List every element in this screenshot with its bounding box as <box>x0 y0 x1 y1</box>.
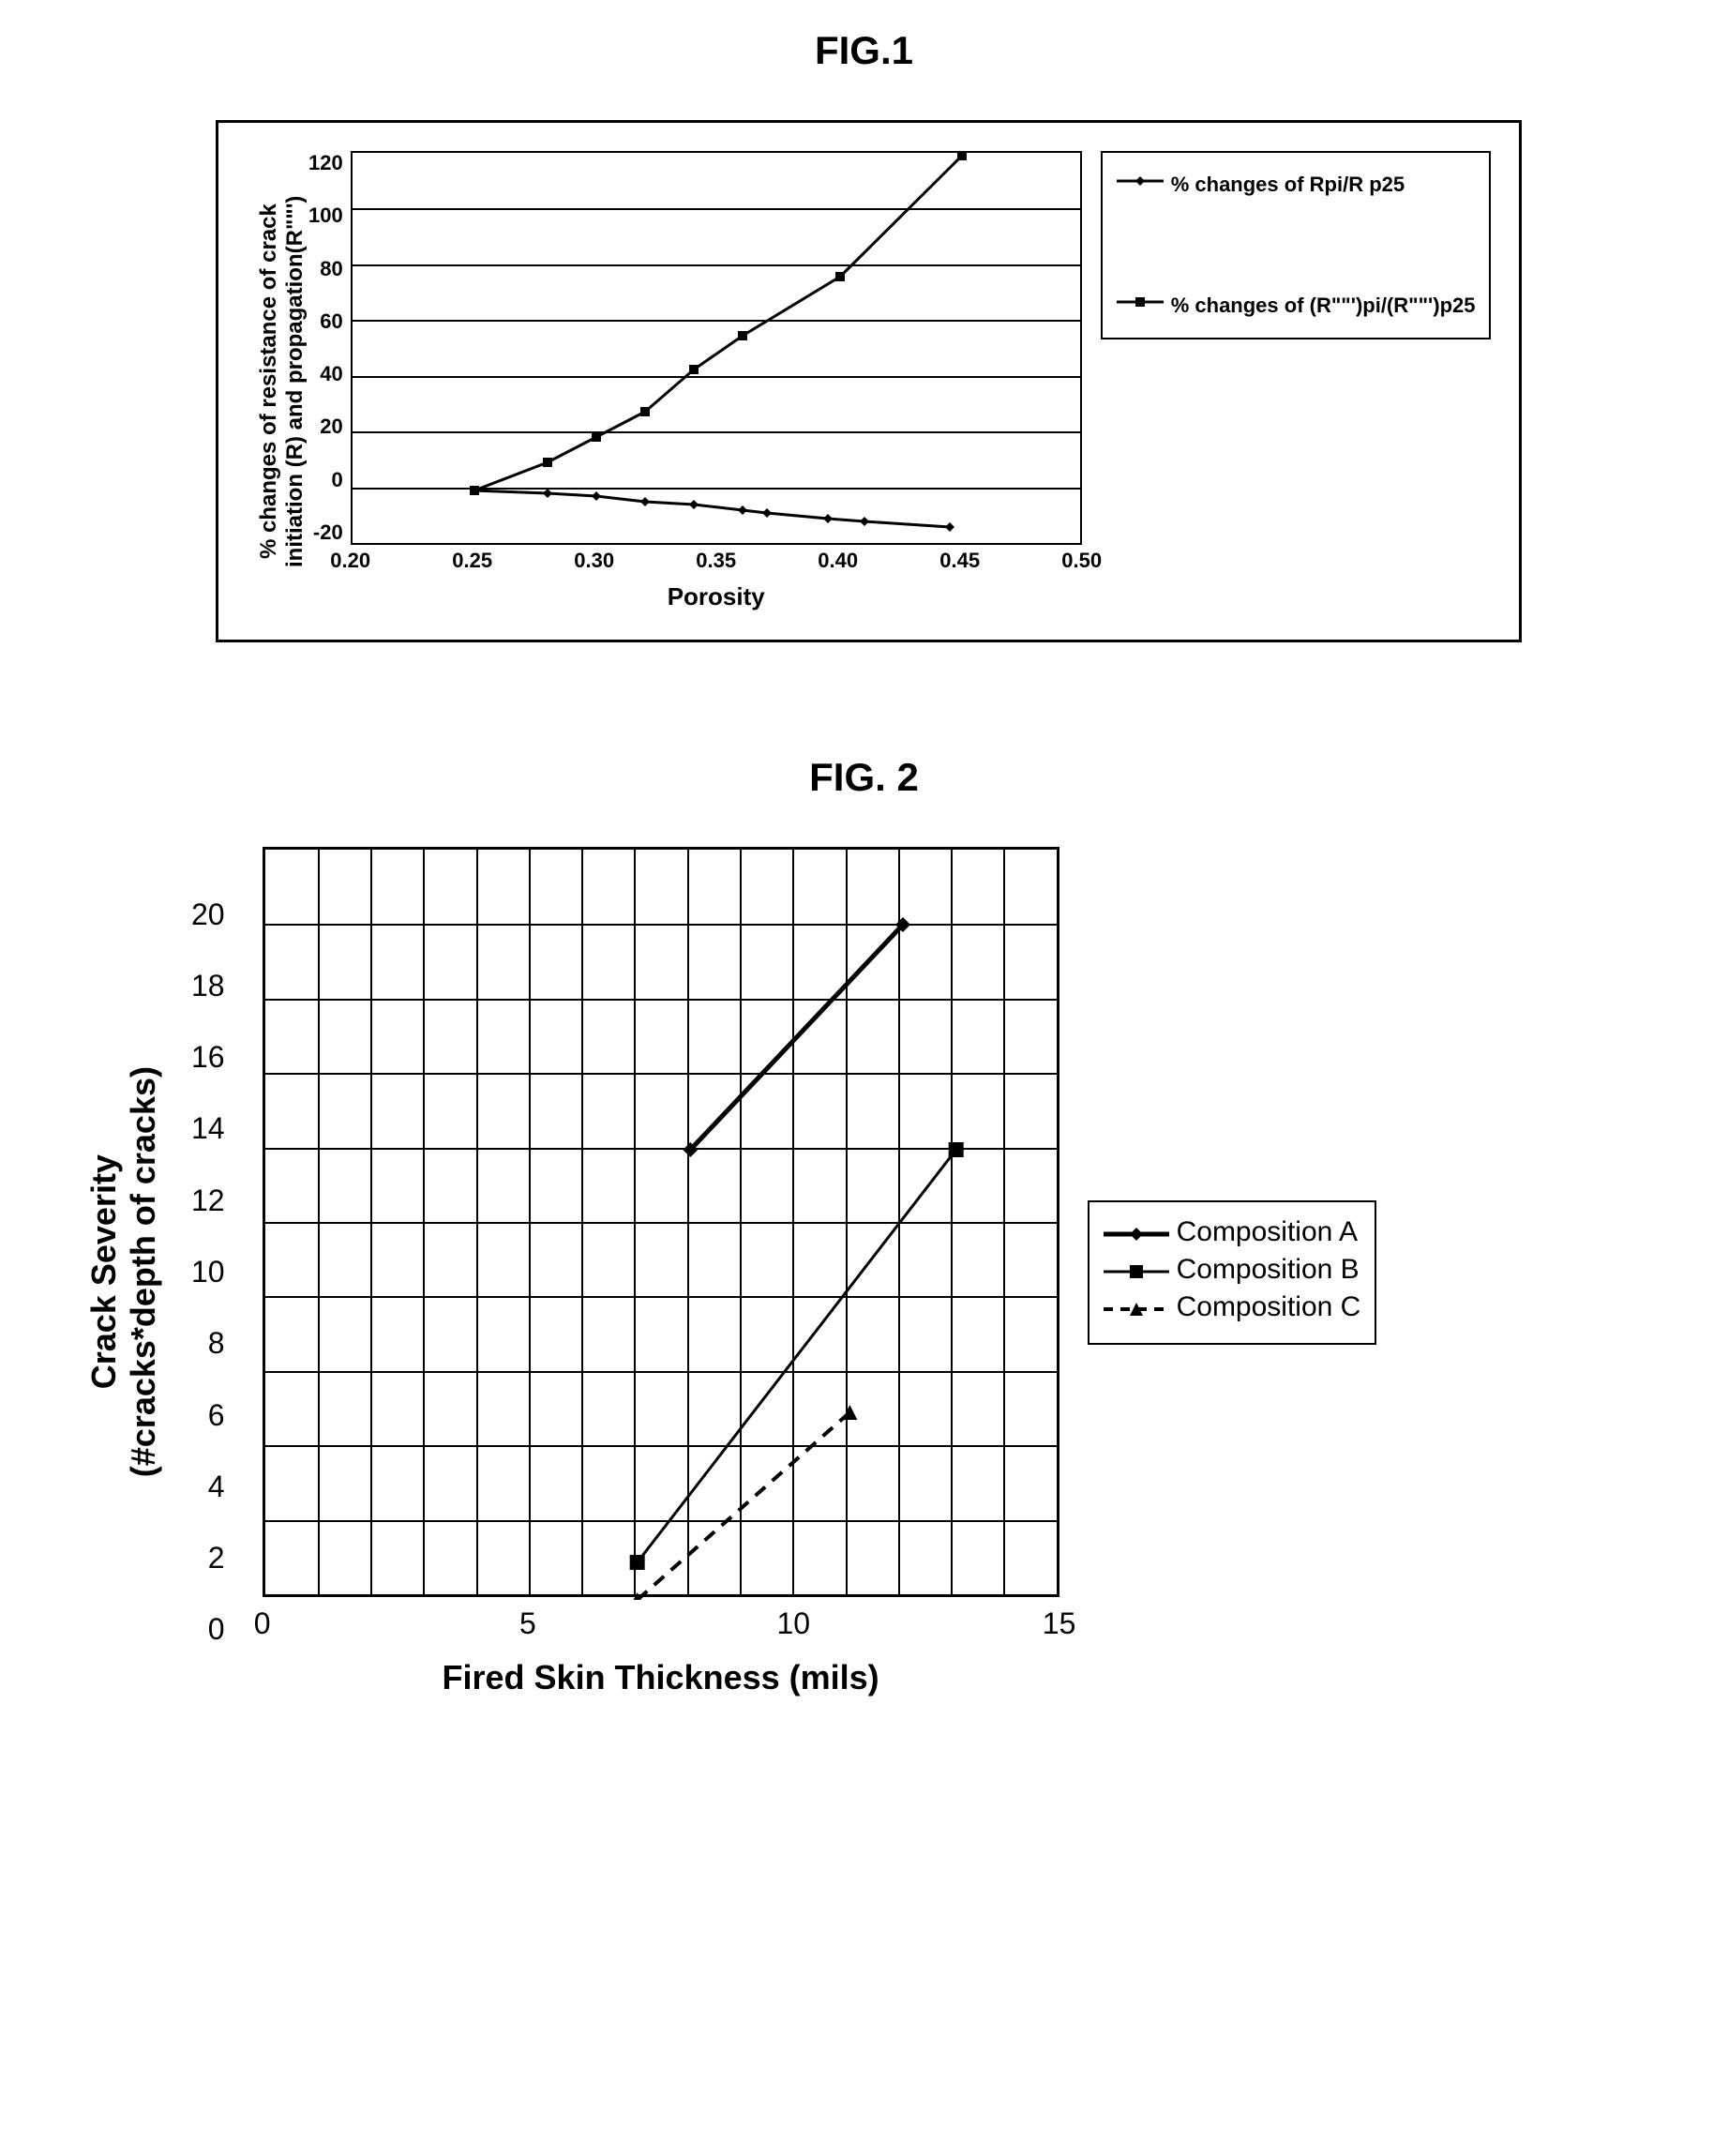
fig1-y-tick: 120 <box>308 151 343 175</box>
fig2-x-tick: 0 <box>254 1606 271 1641</box>
fig1-legend-item: % changes of Rpi/R p25 <box>1117 172 1476 199</box>
fig2-y-tick: 20 <box>191 897 225 932</box>
figure-1: FIG.1 % changes of resistance of crack i… <box>28 28 1700 642</box>
legend-label: % changes of Rpi/R p25 <box>1171 172 1405 199</box>
fig2-y-tick: 10 <box>191 1255 225 1289</box>
fig2-y-axis-label: Crack Severity (#cracks*depth of cracks) <box>84 1066 163 1477</box>
fig2-legend: Composition A Composition B Composition … <box>1088 1200 1377 1345</box>
fig1-y-tick: -20 <box>313 520 343 545</box>
fig2-legend-item: Composition C <box>1104 1291 1361 1323</box>
fig1-legend: % changes of Rpi/R p25 % changes of (R""… <box>1101 151 1492 339</box>
fig2-y-tick: 0 <box>208 1612 225 1647</box>
fig2-y-ticks: 20181614121086420 <box>191 897 234 1648</box>
fig1-x-ticks: 0.200.250.300.350.400.450.50 <box>351 545 1082 573</box>
fig2-x-axis-label: Fired Skin Thickness (mils) <box>263 1658 1059 1697</box>
fig1-x-tick: 0.30 <box>574 549 614 573</box>
fig2-y-tick: 14 <box>191 1111 225 1146</box>
fig1-y-axis-label: % changes of resistance of crack initiat… <box>247 151 308 611</box>
fig1-x-tick: 0.40 <box>818 549 858 573</box>
fig2-y-tick: 4 <box>208 1470 225 1504</box>
fig1-y-tick: 80 <box>320 257 342 281</box>
fig1-y-tick: 60 <box>320 309 342 334</box>
legend-label: Composition C <box>1177 1291 1361 1323</box>
fig1-legend-item: % changes of (R""')pi/(R""')p25 <box>1117 293 1476 320</box>
fig1-y-tick: 0 <box>331 468 342 492</box>
fig2-y-tick: 6 <box>208 1398 225 1433</box>
fig1-x-tick: 0.35 <box>696 549 736 573</box>
fig1-x-tick: 0.20 <box>330 549 370 573</box>
fig2-y-tick: 12 <box>191 1184 225 1218</box>
fig2-x-tick: 5 <box>519 1606 536 1641</box>
legend-label: % changes of (R""')pi/(R""')p25 <box>1171 293 1476 320</box>
fig1-x-axis-label: Porosity <box>351 582 1082 611</box>
legend-label: Composition A <box>1177 1216 1358 1248</box>
fig2-x-ticks: 051015 <box>263 1597 1059 1639</box>
fig2-y-tick: 8 <box>208 1326 225 1361</box>
fig2-x-tick: 10 <box>776 1606 810 1641</box>
fig2-title: FIG. 2 <box>28 755 1700 800</box>
legend-marker-icon <box>1117 172 1164 190</box>
fig1-title: FIG.1 <box>28 28 1700 73</box>
fig1-x-tick: 0.50 <box>1061 549 1102 573</box>
fig2-y-tick: 2 <box>208 1541 225 1576</box>
fig1-outer-border: % changes of resistance of crack initiat… <box>216 120 1522 642</box>
fig1-y-ticks: 120 100 80 60 40 20 0 -20 <box>308 151 351 545</box>
legend-label: Composition B <box>1177 1254 1360 1286</box>
legend-marker-icon <box>1104 1296 1169 1319</box>
fig1-x-tick: 0.25 <box>452 549 492 573</box>
fig2-y-tick: 16 <box>191 1040 225 1075</box>
fig2-x-tick: 15 <box>1043 1606 1076 1641</box>
fig1-plot-area <box>351 151 1082 545</box>
legend-marker-icon <box>1104 1221 1169 1244</box>
fig1-y-tick: 100 <box>308 204 343 228</box>
figure-2: FIG. 2 Crack Severity (#cracks*depth of … <box>28 755 1700 1697</box>
fig1-y-tick: 20 <box>320 415 342 439</box>
fig2-plot-area <box>263 847 1059 1597</box>
fig1-x-tick: 0.45 <box>939 549 980 573</box>
fig1-y-tick: 40 <box>320 362 342 386</box>
legend-marker-icon <box>1117 293 1164 311</box>
fig2-legend-item: Composition B <box>1104 1254 1361 1286</box>
fig2-y-tick: 18 <box>191 969 225 1003</box>
fig2-legend-item: Composition A <box>1104 1216 1361 1248</box>
legend-marker-icon <box>1104 1259 1169 1281</box>
